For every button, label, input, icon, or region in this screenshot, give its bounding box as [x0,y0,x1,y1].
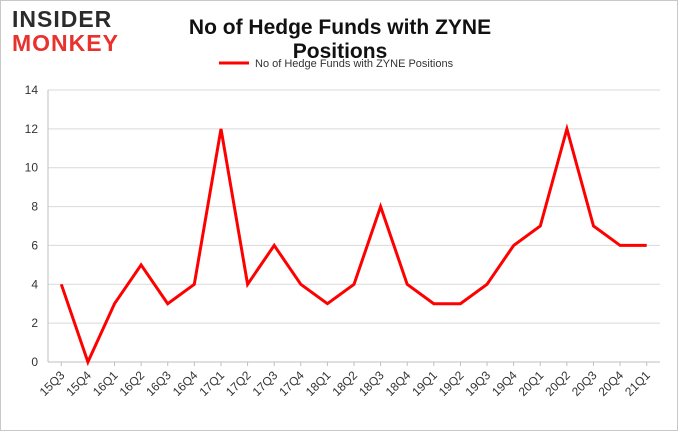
y-tick-label: 6 [31,238,38,252]
x-tick-label: 19Q4 [489,368,520,399]
legend-label: No of Hedge Funds with ZYNE Positions [255,58,454,70]
insider-monkey-logo: INSIDER MONKEY [12,8,128,55]
x-tick-label: 16Q1 [90,368,121,399]
x-tick-labels: 15Q315Q416Q116Q216Q316Q417Q117Q217Q317Q4… [37,368,653,399]
y-tick-label: 0 [31,355,38,369]
x-tick-label: 18Q2 [329,368,360,399]
x-tick-label: 16Q3 [143,368,174,399]
chart-title: No of Hedge Funds with ZYNE Positions [188,16,492,63]
x-tick-label: 15Q4 [63,368,94,399]
y-tick-label: 14 [25,83,39,97]
logo-line-insider: INSIDER [12,6,113,32]
y-tick-label: 12 [25,122,39,136]
x-tick-label: 17Q3 [250,368,281,399]
x-tick-label: 16Q4 [170,368,201,399]
legend: No of Hedge Funds with ZYNE Positions [219,58,454,70]
x-tick-label: 16Q2 [117,368,148,399]
y-tick-label: 10 [25,161,39,175]
y-tick-label: 8 [31,200,38,214]
y-tick-label: 4 [31,277,38,291]
x-tick-label: 20Q4 [596,368,627,399]
series [59,123,647,367]
x-tick-label: 19Q1 [409,368,440,399]
x-tick-label: 17Q4 [276,368,307,399]
x-tick-label: 18Q4 [383,368,414,399]
gridlines [48,89,660,324]
x-tick-label: 18Q3 [356,368,387,399]
axes [47,90,660,366]
y-tick-label: 2 [31,316,38,330]
x-tick-label: 19Q2 [436,368,467,399]
x-tick-label: 19Q3 [463,368,494,399]
x-tick-label: 18Q1 [303,368,334,399]
x-tick-label: 15Q3 [37,368,68,399]
x-tick-label: 17Q1 [196,368,227,399]
x-tick-label: 17Q2 [223,368,254,399]
series-line [59,123,647,367]
x-tick-label: 20Q1 [516,368,547,399]
y-tick-labels: 0 2 4 6 8 10 12 14 [25,83,39,369]
x-tick-label: 21Q1 [622,368,653,399]
logo-line-monkey: MONKEY [12,30,119,56]
x-tick-label: 20Q3 [569,368,600,399]
x-tick-label: 20Q2 [542,368,573,399]
